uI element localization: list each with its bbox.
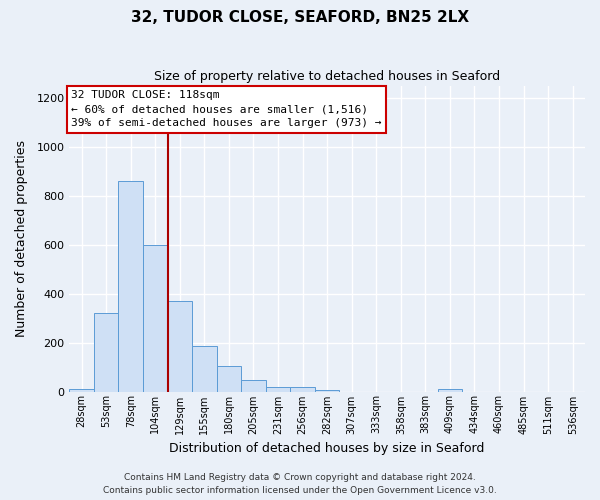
Bar (266, 386, 290, 392)
Bar (167, 301, 192, 392)
Bar (290, 386, 315, 392)
Y-axis label: Number of detached properties: Number of detached properties (15, 140, 28, 337)
Bar (241, 380, 266, 392)
Bar (315, 390, 340, 392)
Title: Size of property relative to detached houses in Seaford: Size of property relative to detached ho… (154, 70, 500, 83)
Bar (437, 389, 462, 392)
Text: 32 TUDOR CLOSE: 118sqm
← 60% of detached houses are smaller (1,516)
39% of semi-: 32 TUDOR CLOSE: 118sqm ← 60% of detached… (71, 90, 382, 128)
Text: 32, TUDOR CLOSE, SEAFORD, BN25 2LX: 32, TUDOR CLOSE, SEAFORD, BN25 2LX (131, 10, 469, 25)
Bar (118, 181, 143, 392)
Bar (94, 313, 118, 392)
Bar (217, 366, 241, 392)
Bar (70, 389, 94, 392)
Bar (192, 346, 217, 392)
Bar (143, 244, 167, 392)
X-axis label: Distribution of detached houses by size in Seaford: Distribution of detached houses by size … (169, 442, 485, 455)
Text: Contains HM Land Registry data © Crown copyright and database right 2024.
Contai: Contains HM Land Registry data © Crown c… (103, 474, 497, 495)
